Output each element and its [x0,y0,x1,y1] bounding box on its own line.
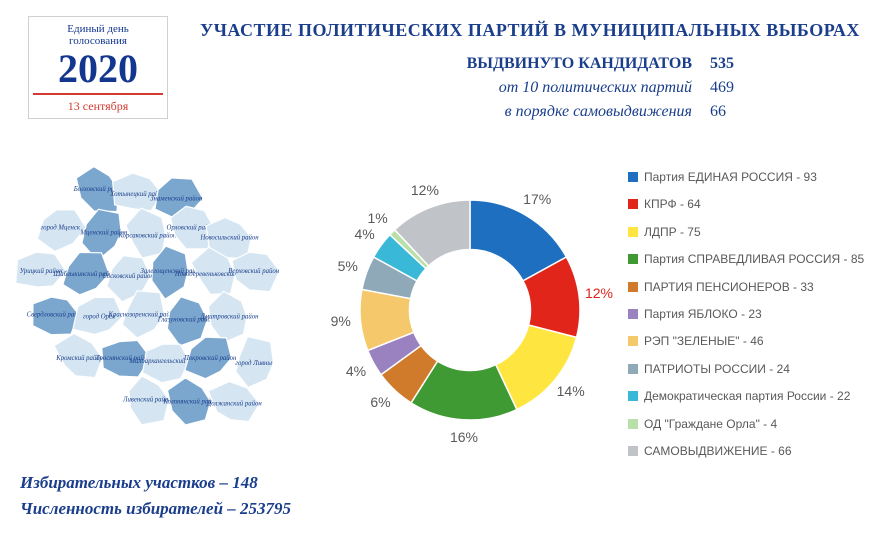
stations-count: Избирательных участков – 148 [20,470,291,496]
map-region-label: Новосильский район [199,234,259,241]
legend-item-6: РЭП "ЗЕЛЕНЫЕ" - 46 [628,334,883,348]
pct-label-3: 16% [450,429,478,445]
legend-swatch [628,391,638,401]
legend-label: Партия СПРАВЕДЛИВАЯ РОССИЯ - 85 [644,252,864,266]
page-title: УЧАСТИЕ ПОЛИТИЧЕСКИХ ПАРТИЙ В МУНИЦИПАЛЬ… [200,20,870,41]
legend-label: Партия ЯБЛОКО - 23 [644,307,762,321]
legend-label: ОД "Граждане Орла" - 4 [644,417,777,431]
map-region-label: Знаменский район [150,196,203,203]
pct-label-6: 9% [331,313,351,329]
stats-parties-label: от 10 политических партий [499,79,692,97]
legend-item-9: ОД "Граждане Орла" - 4 [628,417,883,431]
pct-label-9: 1% [367,210,387,226]
logo-text-1: Единый день [33,23,163,35]
pct-label-8: 4% [354,226,374,242]
legend-item-0: Партия ЕДИНАЯ РОССИЯ - 93 [628,170,883,184]
pct-label-0: 17% [523,191,551,207]
stats-parties-value: 469 [710,79,760,97]
legend-label: ПАРТИЯ ПЕНСИОНЕРОВ - 33 [644,280,814,294]
legend-item-8: Демократическая партия России - 22 [628,389,883,403]
legend-label: КПРФ - 64 [644,197,701,211]
pct-label-5: 4% [346,363,366,379]
stats-self-row: в порядке самовыдвижения 66 [300,103,760,121]
legend-label: САМОВЫДВИЖЕНИЕ - 66 [644,444,792,458]
legend-swatch [628,364,638,374]
map-region-label: Должанский район [206,401,262,408]
chart-legend: Партия ЕДИНАЯ РОССИЯ - 93 КПРФ - 64 ЛДПР -… [628,170,883,471]
legend-item-10: САМОВЫДВИЖЕНИЕ - 66 [628,444,883,458]
pct-label-4: 6% [370,394,390,410]
region-map: Болховский районХотынецкий районЗнаменск… [12,160,302,450]
map-region-label: Покровский район [183,355,237,362]
legend-item-1: КПРФ - 64 [628,197,883,211]
legend-swatch [628,254,638,264]
map-region-label: Верховский район [228,268,279,275]
legend-label: ЛДПР - 75 [644,225,701,239]
logo-date: 13 сентября [33,93,163,118]
logo-year: 2020 [33,49,163,89]
legend-swatch [628,227,638,237]
pct-label-1: 12% [585,285,613,301]
map-region-label: город Ливны [235,360,272,367]
legend-swatch [628,309,638,319]
legend-label: РЭП "ЗЕЛЕНЫЕ" - 46 [644,334,764,348]
legend-label: Партия ЕДИНАЯ РОССИЯ - 93 [644,170,817,184]
legend-label: Демократическая партия России - 22 [644,389,850,403]
legend-item-5: Партия ЯБЛОКО - 23 [628,307,883,321]
legend-swatch [628,199,638,209]
candidate-stats: ВЫДВИНУТО КАНДИДАТОВ 535 от 10 политичес… [300,55,760,127]
legend-item-3: Партия СПРАВЕДЛИВАЯ РОССИЯ - 85 [628,252,883,266]
legend-swatch [628,336,638,346]
voters-count: Численность избирателей – 253795 [20,496,291,522]
map-region-label: Дмитровский район [200,314,260,321]
legend-item-7: ПАТРИОТЫ РОССИИ - 24 [628,362,883,376]
pct-label-2: 14% [557,383,585,399]
stats-self-label: в порядке самовыдвижения [505,103,692,121]
legend-swatch [628,172,638,182]
map-region-label: город Мценск [41,225,81,232]
map-region-label: Корсаковский район [117,232,176,239]
legend-label: ПАТРИОТЫ РОССИИ - 24 [644,362,790,376]
legend-item-4: ПАРТИЯ ПЕНСИОНЕРОВ - 33 [628,280,883,294]
stats-self-value: 66 [710,103,760,121]
stats-total-value: 535 [710,55,760,73]
donut-chart: 17%12%14%16%6%4%9%5%4%1%12% [330,170,610,450]
stats-total-label: ВЫДВИНУТО КАНДИДАТОВ [467,55,692,73]
legend-swatch [628,419,638,429]
pct-label-7: 5% [338,258,358,274]
bottom-stats: Избирательных участков – 148 Численность… [20,470,291,521]
pct-label-10: 12% [411,182,439,198]
stats-parties-row: от 10 политических партий 469 [300,79,760,97]
stats-total-row: ВЫДВИНУТО КАНДИДАТОВ 535 [300,55,760,73]
legend-swatch [628,282,638,292]
legend-swatch [628,446,638,456]
voting-day-logo: Единый день голосования 2020 13 сентября [28,16,168,119]
legend-item-2: ЛДПР - 75 [628,225,883,239]
